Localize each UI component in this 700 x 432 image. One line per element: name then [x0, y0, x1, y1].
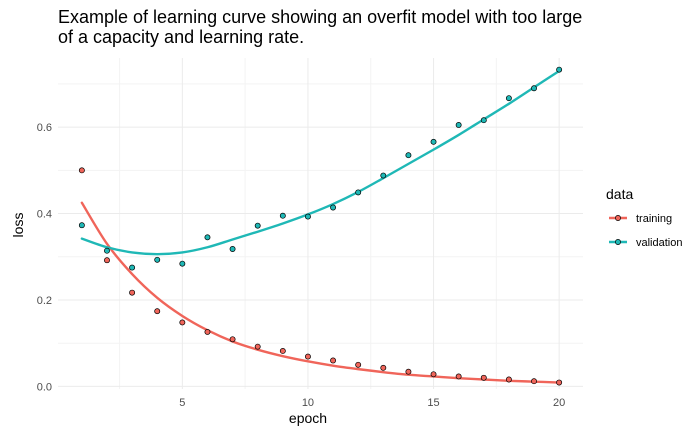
y-tick-label-1: 0.2 [37, 295, 52, 307]
training-point-13 [380, 364, 387, 371]
chart-title-line-1: Example of learning curve showing an ove… [58, 7, 582, 27]
grid [58, 58, 583, 389]
validation-point-5 [179, 260, 186, 267]
x-tick-label-5: 5 [179, 397, 185, 409]
training-point-1 [78, 167, 85, 174]
validation-point-13 [380, 172, 387, 179]
training-trend-line [80, 201, 561, 384]
legend-title: data [606, 186, 633, 202]
validation-point-4 [154, 256, 161, 263]
training-point-12 [355, 361, 362, 368]
legend-label-validation: validation [636, 237, 682, 249]
x-tick-label-15: 15 [427, 397, 439, 409]
x-axis-title: epoch [289, 410, 327, 426]
training-point-2 [104, 257, 110, 264]
axes: 5 10 15 20 0.0 0.2 0.4 0.6 [37, 122, 566, 409]
validation-point-7 [229, 246, 236, 252]
training-point-10 [304, 353, 311, 360]
legend-key-point-training [615, 215, 621, 221]
legend: data training validation [606, 186, 682, 249]
validation-point-16 [455, 122, 462, 128]
training-point-8 [254, 343, 261, 350]
validation-point-12 [355, 189, 362, 196]
training-point-17 [480, 374, 487, 381]
legend-label-training: training [636, 213, 672, 225]
validation-point-14 [405, 152, 412, 159]
training-point-5 [179, 319, 186, 326]
training-point-20 [556, 379, 563, 386]
training-point-19 [531, 378, 537, 385]
training-point-7 [229, 336, 236, 343]
validation-point-11 [330, 204, 337, 211]
validation-point-6 [204, 234, 211, 241]
training-point-6 [204, 329, 211, 335]
validation-point-18 [505, 95, 512, 102]
y-tick-label-2: 0.4 [37, 209, 52, 221]
x-tick-label-10: 10 [302, 397, 314, 409]
training-point-3 [129, 289, 136, 296]
validation-point-19 [531, 85, 537, 92]
training-point-16 [455, 373, 462, 380]
y-axis-title: loss [10, 213, 26, 238]
validation-point-1 [78, 222, 85, 229]
validation-point-20 [556, 66, 563, 73]
training-point-11 [330, 357, 337, 364]
training-point-18 [505, 376, 512, 383]
plot-area [78, 66, 563, 386]
validation-point-10 [304, 213, 311, 220]
legend-key-point-validation [615, 239, 621, 245]
validation-point-17 [480, 117, 487, 124]
training-point-15 [430, 371, 437, 378]
training-point-14 [405, 368, 412, 375]
validation-trend-line [80, 69, 561, 256]
validation-point-3 [129, 264, 136, 271]
training-point-4 [154, 308, 161, 315]
y-tick-label-0: 0.0 [37, 381, 52, 393]
chart-title-line-2: of a capacity and learning rate. [58, 27, 304, 47]
x-tick-label-20: 20 [553, 397, 565, 409]
y-tick-label-3: 0.6 [37, 122, 52, 134]
validation-point-2 [104, 247, 110, 254]
validation-point-8 [254, 222, 261, 229]
validation-point-9 [279, 212, 286, 219]
validation-point-15 [430, 138, 437, 145]
training-point-9 [279, 348, 286, 354]
